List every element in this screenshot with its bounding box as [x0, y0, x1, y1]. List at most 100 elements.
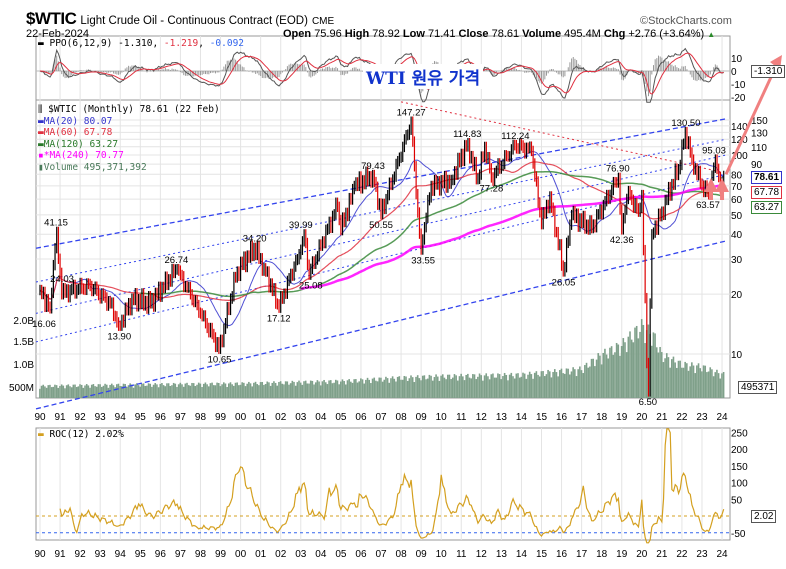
volume-bar	[199, 383, 202, 398]
volume-bar	[233, 385, 235, 398]
price-annotation: 77.28	[479, 183, 503, 194]
volume-bar	[465, 374, 467, 398]
x-tick-label: 09	[416, 412, 428, 423]
volume-bar	[632, 342, 635, 398]
volume-bar	[162, 385, 165, 398]
volume-bar	[85, 384, 88, 398]
ma120-swatch-icon: ▬	[38, 138, 44, 150]
volume-bar	[619, 355, 621, 398]
volume-bar	[291, 380, 294, 398]
x-tick-label: 05	[335, 549, 347, 560]
ppo-tag: -1.310	[751, 65, 786, 78]
volume-bar	[94, 386, 96, 398]
volume-bar	[269, 385, 272, 398]
volume-bar	[398, 376, 401, 398]
stockcharts-logo[interactable]: ©StockCharts.com	[640, 15, 732, 27]
volume-bar	[637, 338, 640, 398]
volume-bar	[370, 383, 372, 398]
volume-bar	[612, 354, 615, 398]
x-tick-label: 14	[516, 549, 528, 560]
volume-bar	[614, 352, 616, 398]
volume-bar	[286, 381, 289, 398]
price-annotation: 10.65	[208, 355, 232, 366]
volume-bar	[157, 387, 160, 398]
volume-bar	[366, 377, 369, 398]
volume-bar	[406, 380, 409, 398]
volume-bar	[467, 373, 469, 398]
x-tick-label: 19	[616, 412, 628, 423]
volume-bar	[577, 369, 579, 398]
exchange: CME	[311, 16, 335, 27]
volume-bar	[214, 385, 217, 398]
volume-bar	[610, 346, 613, 398]
volume-bar	[513, 378, 516, 398]
roc-panel	[35, 427, 731, 541]
volume-bar	[191, 382, 193, 398]
price-annotation: 26.05	[552, 277, 576, 288]
volume-bar	[340, 381, 342, 398]
legend-ma60: MA(60) 67.78	[43, 127, 113, 138]
volume-bar	[333, 382, 335, 398]
x-tick-label: 99	[215, 412, 227, 423]
volume-bar	[446, 374, 449, 398]
volume-bar	[82, 387, 85, 398]
volume-tag: 495371	[738, 381, 778, 394]
volume-bar	[654, 333, 656, 398]
ppo-histogram: -0.092	[209, 38, 245, 49]
volume-bar	[696, 365, 698, 398]
volume-bar	[681, 367, 683, 398]
volume-bar	[436, 376, 439, 398]
x-tick-label: 95	[135, 412, 147, 423]
volume-bar	[650, 345, 653, 398]
volume-bar	[452, 377, 454, 398]
ma60-tag: 67.78	[751, 186, 783, 199]
volume-tick-label: 1.0B	[13, 360, 34, 371]
volume-bar	[480, 375, 483, 398]
price-annotation: 13.90	[107, 332, 131, 343]
volume-bar	[627, 336, 630, 398]
volume-bar	[224, 383, 227, 398]
volume-bar	[624, 342, 626, 398]
volume-bar	[594, 366, 596, 398]
volume-bar	[380, 377, 382, 398]
price-annotation: 16.06	[32, 319, 56, 330]
volume-bar	[615, 342, 618, 398]
price-annotation: 39.99	[289, 220, 313, 231]
legend-ma120: MA(120) 63.27	[43, 138, 119, 150]
volume-bar	[642, 324, 645, 398]
volume-bar	[159, 383, 162, 398]
x-tick-label: 04	[315, 412, 327, 423]
volume-bar	[64, 388, 66, 398]
volume-bar	[368, 379, 371, 398]
volume-bar	[560, 368, 563, 398]
x-tick-label: 20	[636, 412, 648, 423]
volume-bar	[212, 385, 215, 398]
volume-bar	[44, 386, 46, 398]
up-arrow-stem	[709, 192, 714, 200]
instrument-name: Light Crude Oil - Continuous Contract (E…	[80, 15, 308, 27]
volume-bar	[141, 383, 143, 398]
volume-bar	[181, 384, 183, 398]
price-panel	[35, 99, 731, 399]
volume-bar	[186, 382, 188, 398]
volume-bar	[533, 372, 536, 398]
volume-bar	[630, 339, 633, 398]
volume-bar	[487, 376, 489, 398]
volume-bar	[483, 375, 486, 398]
x-tick-label: 07	[375, 412, 387, 423]
volume-bar	[59, 386, 61, 398]
x-tick-label: 91	[54, 549, 66, 560]
volume-bar	[433, 377, 436, 398]
ma20-swatch-icon: ▬	[38, 115, 44, 127]
volume-bar	[507, 380, 509, 398]
volume-bar	[226, 387, 228, 398]
volume-bar	[55, 385, 58, 398]
volume-bar	[274, 382, 277, 398]
roc-tick-label: 50	[731, 495, 743, 506]
x-tick-label: 01	[255, 549, 267, 560]
volume-bar	[104, 383, 106, 398]
price-annotation: 114.83	[453, 129, 481, 140]
volume-bar	[177, 384, 180, 398]
volume-bar	[316, 380, 319, 398]
